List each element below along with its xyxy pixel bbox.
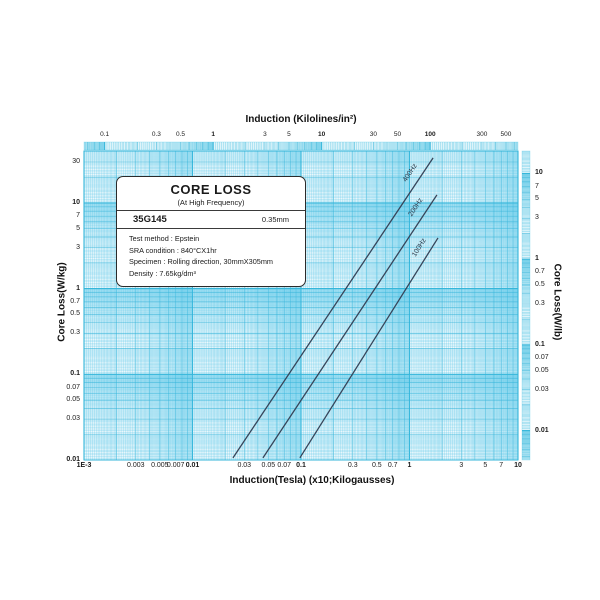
material-grade: 35G145 [133,214,167,225]
bottom-axis-title: Induction(Tesla) (x10;Kilogausses) [229,475,395,486]
right-axis-title: Core Loss(W/lb) [551,263,563,341]
grade-row: 35G145 0.35mm [117,211,305,229]
test-details: Test method : Epstein SRA condition : 84… [117,229,305,286]
top-axis-title: Induction (Kilolines/in²) [245,114,357,125]
top-scale-strip [83,141,519,151]
material-thickness: 0.35mm [261,215,289,224]
chart-subtitle: (At High Frequency) [177,198,245,207]
right-scale-strip [521,150,531,461]
detail-sra-condition: SRA condition : 840°CX1hr [129,245,217,255]
left-axis-title: Core Loss(W/kg) [56,262,68,342]
chart-title: CORE LOSS [170,182,252,197]
plot-border [83,150,519,461]
curve-100Hz [299,237,439,459]
detail-specimen: Specimen : Rolling direction, 30mmX305mm [129,257,273,267]
detail-test-method: Test method : Epstein [129,234,200,243]
detail-density: Density : 7.65kg/dm³ [129,269,196,279]
curve-400Hz [232,157,434,459]
infobox-header: CORE LOSS (At High Frequency) [117,177,305,211]
spec-infobox: CORE LOSS (At High Frequency) 35G145 0.3… [116,176,306,287]
curve-200Hz [262,194,438,459]
